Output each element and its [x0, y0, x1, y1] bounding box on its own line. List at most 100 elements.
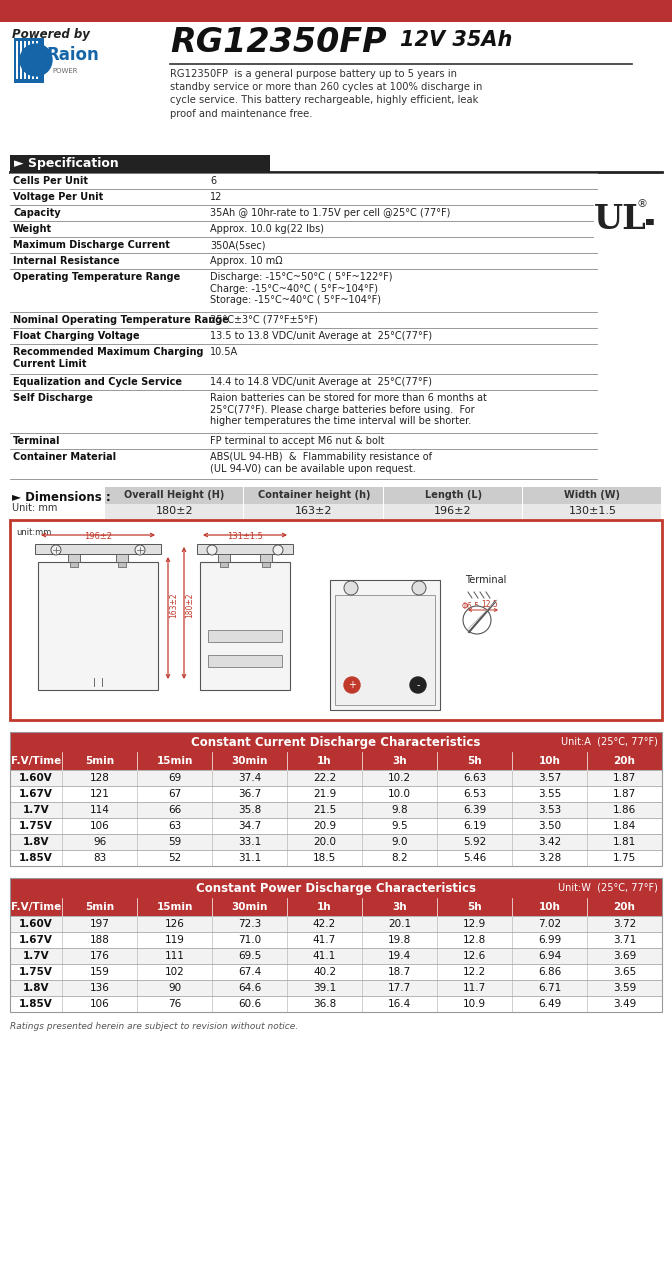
Text: Constant Power Discharge Characteristics: Constant Power Discharge Characteristics [196, 882, 476, 895]
Circle shape [20, 44, 52, 76]
Text: RL: RL [600, 195, 655, 233]
Text: Float Charging Voltage: Float Charging Voltage [13, 332, 140, 340]
Bar [218, 554, 230, 562]
Circle shape [463, 605, 491, 634]
Text: Container Material: Container Material [13, 452, 116, 462]
Text: 7.02: 7.02 [538, 919, 561, 929]
Bar [118, 562, 126, 567]
Bar [10, 786, 662, 803]
Text: Self Discharge: Self Discharge [13, 393, 93, 403]
Text: 96: 96 [93, 837, 106, 847]
Bar [262, 562, 270, 567]
Bar [68, 554, 80, 562]
Text: 1.84: 1.84 [613, 820, 636, 831]
Text: 6.19: 6.19 [463, 820, 486, 831]
Text: 6.39: 6.39 [463, 805, 486, 815]
Text: 6.86: 6.86 [538, 966, 561, 977]
Text: 71.0: 71.0 [238, 934, 261, 945]
Text: 19.4: 19.4 [388, 951, 411, 961]
Bar [384, 486, 521, 504]
Text: Recommended Maximum Charging
Current Limit: Recommended Maximum Charging Current Lim… [13, 347, 204, 369]
Text: 1.7V: 1.7V [23, 805, 49, 815]
Text: 3h: 3h [392, 902, 407, 911]
Text: +: + [348, 680, 356, 690]
Bar [10, 878, 662, 899]
Text: 3.71: 3.71 [613, 934, 636, 945]
Text: Raion: Raion [46, 46, 99, 64]
Text: 35.8: 35.8 [238, 805, 261, 815]
Circle shape [51, 545, 61, 556]
Text: 3.28: 3.28 [538, 852, 561, 863]
Text: 197: 197 [89, 919, 110, 929]
Bar [14, 38, 44, 83]
Text: 72.3: 72.3 [238, 919, 261, 929]
Bar [594, 191, 646, 243]
Text: 6.94: 6.94 [538, 951, 561, 961]
Text: 69: 69 [168, 773, 181, 783]
Bar [208, 655, 282, 667]
Text: RI: RI [602, 195, 643, 229]
Text: Container height (h): Container height (h) [257, 490, 370, 500]
Text: 6.63: 6.63 [463, 773, 486, 783]
Bar [10, 916, 662, 932]
Text: 41.7: 41.7 [313, 934, 336, 945]
Text: 15min: 15min [157, 902, 193, 911]
Circle shape [344, 581, 358, 595]
Text: Approx. 10.0 kg(22 lbs): Approx. 10.0 kg(22 lbs) [210, 224, 324, 234]
Text: 16.4: 16.4 [388, 998, 411, 1009]
Text: unit:mm: unit:mm [16, 527, 51, 538]
Bar [384, 504, 521, 518]
Text: 1.81: 1.81 [613, 837, 636, 847]
Bar [105, 486, 243, 504]
Text: 3.65: 3.65 [613, 966, 636, 977]
Bar [38, 562, 158, 690]
Text: 20.1: 20.1 [388, 919, 411, 929]
Text: 67.4: 67.4 [238, 966, 261, 977]
Text: ► Dimensions :: ► Dimensions : [12, 492, 111, 504]
Bar [244, 504, 382, 518]
Text: 1.87: 1.87 [613, 773, 636, 783]
Text: 66: 66 [168, 805, 181, 815]
Text: 21.5: 21.5 [313, 805, 336, 815]
Text: 119: 119 [165, 934, 184, 945]
Text: 10.5A: 10.5A [210, 347, 238, 357]
Text: 9.8: 9.8 [391, 805, 408, 815]
Text: 3h: 3h [392, 756, 407, 765]
Text: Nominal Operating Temperature Range: Nominal Operating Temperature Range [13, 315, 229, 325]
Text: Internal Resistance: Internal Resistance [13, 256, 120, 266]
Text: 39.1: 39.1 [313, 983, 336, 993]
Text: 188: 188 [89, 934, 110, 945]
Bar [70, 562, 78, 567]
Text: 14.4 to 14.8 VDC/unit Average at  25°C(77°F): 14.4 to 14.8 VDC/unit Average at 25°C(77… [210, 378, 432, 387]
Text: 31.1: 31.1 [238, 852, 261, 863]
Text: Equalization and Cycle Service: Equalization and Cycle Service [13, 378, 182, 387]
Text: 1h: 1h [317, 756, 332, 765]
Text: 5min: 5min [85, 756, 114, 765]
Text: Unit: mm: Unit: mm [12, 503, 57, 513]
Text: 69.5: 69.5 [238, 951, 261, 961]
Text: 1.86: 1.86 [613, 805, 636, 815]
Text: Width (W): Width (W) [564, 490, 620, 500]
Text: RG12350FP: RG12350FP [170, 26, 386, 59]
Text: 163±2: 163±2 [169, 593, 179, 618]
Text: 12.5: 12.5 [481, 600, 498, 609]
Bar [200, 562, 290, 690]
Text: 3.69: 3.69 [613, 951, 636, 961]
Text: 1.75V: 1.75V [19, 966, 53, 977]
Text: 1.60V: 1.60V [19, 919, 53, 929]
Bar [197, 544, 293, 554]
Text: FP terminal to accept M6 nut & bolt: FP terminal to accept M6 nut & bolt [210, 436, 384, 445]
Text: Unit:A  (25°C, 77°F): Unit:A (25°C, 77°F) [561, 737, 658, 748]
Text: 1.75: 1.75 [613, 852, 636, 863]
Text: 121: 121 [89, 788, 110, 799]
Text: 180±2: 180±2 [156, 506, 194, 516]
Text: 114: 114 [89, 805, 110, 815]
Bar [10, 932, 662, 948]
Text: F.V/Time: F.V/Time [11, 756, 61, 765]
Text: 6.53: 6.53 [463, 788, 486, 799]
Text: 1h: 1h [317, 902, 332, 911]
Text: 3.49: 3.49 [613, 998, 636, 1009]
Text: 9.5: 9.5 [391, 820, 408, 831]
Text: 102: 102 [165, 966, 184, 977]
Text: 36.8: 36.8 [313, 998, 336, 1009]
